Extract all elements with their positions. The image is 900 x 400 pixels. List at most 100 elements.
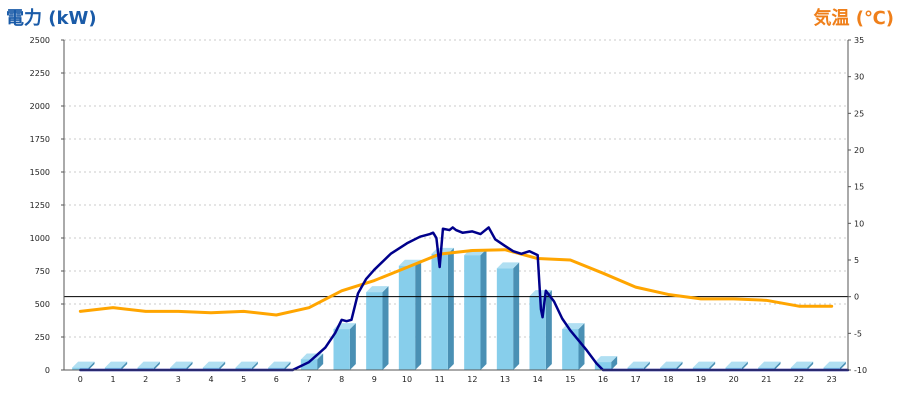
x-tick-label: 22 xyxy=(794,375,804,384)
bar-top xyxy=(790,361,814,368)
bar-top xyxy=(366,286,389,293)
bar xyxy=(366,292,383,370)
right-tick-label: 15 xyxy=(854,183,864,192)
bar-side xyxy=(741,361,748,370)
x-tick-label: 5 xyxy=(241,375,246,384)
left-tick-label: 1000 xyxy=(30,234,50,243)
x-tick-label: 14 xyxy=(533,375,543,384)
x-tick-label: 0 xyxy=(78,375,83,384)
left-tick-label: 2250 xyxy=(30,69,50,78)
bar xyxy=(464,255,481,370)
bar xyxy=(431,253,448,370)
bar-side xyxy=(774,361,781,370)
bar-side xyxy=(643,361,650,370)
bar xyxy=(333,329,350,370)
left-tick-label: 1500 xyxy=(30,168,50,177)
bar-side xyxy=(545,290,552,370)
right-axis-title: 気温 (℃) xyxy=(813,7,894,29)
bar xyxy=(300,359,318,370)
power-line xyxy=(79,226,850,372)
x-tick-label: 13 xyxy=(500,375,510,384)
right-tick-label: 25 xyxy=(854,109,864,118)
bar-top xyxy=(104,361,128,368)
x-tick-label: 1 xyxy=(110,375,115,384)
series-lines xyxy=(64,226,850,372)
right-tick-label: 5 xyxy=(854,256,859,265)
x-tick-label: 20 xyxy=(729,375,739,384)
bar-side xyxy=(153,361,160,370)
bar-side xyxy=(611,356,618,370)
x-tick-label: 21 xyxy=(761,375,771,384)
x-tick-label: 2 xyxy=(143,375,148,384)
x-tick-label: 12 xyxy=(467,375,477,384)
right-tick-label: -5 xyxy=(854,329,862,338)
x-tick-label: 18 xyxy=(663,375,673,384)
left-tick-label: 2000 xyxy=(30,102,50,111)
x-tick-label: 9 xyxy=(372,375,377,384)
x-tick-label: 10 xyxy=(402,375,412,384)
left-axis-title: 電力 (kW) xyxy=(6,8,97,29)
bar-side xyxy=(513,262,520,370)
right-tick-label: 10 xyxy=(854,219,864,228)
x-tick-label: 17 xyxy=(631,375,641,384)
bar-side xyxy=(480,249,487,370)
bar xyxy=(398,265,416,370)
bar-side xyxy=(219,361,226,370)
bar-top xyxy=(725,361,748,368)
bar xyxy=(562,329,579,370)
bar-top xyxy=(72,361,95,368)
x-tick-label: 6 xyxy=(274,375,279,384)
bar-top xyxy=(137,361,160,368)
x-tick-label: 11 xyxy=(435,375,445,384)
right-tick-label: -10 xyxy=(854,366,867,375)
bar xyxy=(496,268,514,370)
bar-top xyxy=(202,361,226,368)
left-tick-label: 500 xyxy=(35,300,50,309)
bar-top xyxy=(235,361,258,368)
x-tick-label: 8 xyxy=(339,375,344,384)
bar-side xyxy=(186,361,193,370)
temperature-line xyxy=(78,248,834,317)
right-tick-label: 20 xyxy=(854,146,864,155)
left-tick-label: 1750 xyxy=(30,135,50,144)
bar-top xyxy=(660,361,683,368)
x-tick-label: 23 xyxy=(827,375,837,384)
bar xyxy=(594,362,612,370)
left-tick-label: 2500 xyxy=(30,36,50,45)
left-tick-label: 1250 xyxy=(30,201,50,210)
bar-side xyxy=(317,353,324,370)
right-tick-label: 30 xyxy=(854,73,864,82)
bar-side xyxy=(807,361,814,370)
left-tick-label: 250 xyxy=(35,333,50,342)
bar-side xyxy=(839,361,846,370)
bar-side xyxy=(447,247,454,370)
x-tick-label: 7 xyxy=(306,375,311,384)
bar-side xyxy=(349,323,356,370)
x-tick-label: 15 xyxy=(565,375,575,384)
right-tick-label: 35 xyxy=(854,36,864,45)
x-tick-label: 19 xyxy=(696,375,706,384)
bar-side xyxy=(382,286,389,370)
right-tick-label: 0 xyxy=(854,293,859,302)
bar-top xyxy=(170,361,193,368)
bar-side xyxy=(88,361,95,370)
left-tick-label: 0 xyxy=(45,366,50,375)
x-tick-label: 4 xyxy=(208,375,213,384)
power-bars xyxy=(72,247,846,370)
x-tick-label: 3 xyxy=(176,375,181,384)
tick-labels: 02505007501000125015001750200022502500-1… xyxy=(30,36,867,384)
bar-side xyxy=(578,323,585,370)
bar-top xyxy=(496,262,520,269)
bar-top xyxy=(627,361,650,368)
bar-top xyxy=(692,361,716,368)
bar-top xyxy=(594,356,618,363)
bar-side xyxy=(284,361,291,370)
bar-side xyxy=(251,361,258,370)
bar-side xyxy=(121,361,128,370)
axes xyxy=(61,39,851,371)
x-tick-label: 16 xyxy=(598,375,608,384)
bar-top xyxy=(823,361,846,368)
bar-top xyxy=(758,361,781,368)
bar-side xyxy=(676,361,683,370)
